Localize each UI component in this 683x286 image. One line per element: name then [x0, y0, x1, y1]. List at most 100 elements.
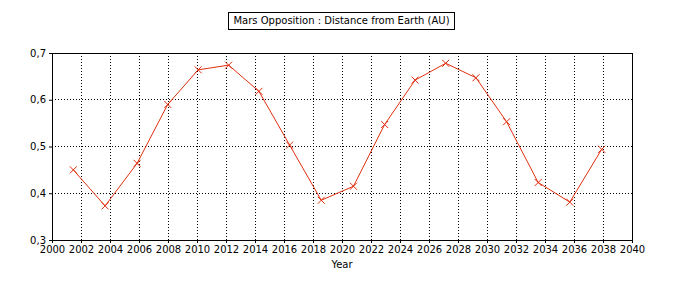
tick-mark	[545, 240, 546, 243]
axis-line	[53, 241, 633, 244]
chart: 2000200220042006200820102012201420162018…	[0, 0, 683, 286]
plot-frame	[52, 53, 632, 240]
tick: 2012	[214, 240, 239, 255]
tick-mark	[49, 53, 52, 54]
tick-mark	[49, 193, 52, 194]
marker	[255, 88, 262, 95]
tick-mark	[458, 240, 459, 243]
marker	[350, 183, 357, 190]
tick: 2004	[98, 240, 123, 255]
title-box: Mars Opposition : Distance from Earth (A…	[229, 13, 455, 30]
tick-mark	[49, 100, 52, 101]
tick-mark	[226, 240, 227, 243]
tick-label: 2026	[417, 244, 442, 255]
marker	[164, 101, 171, 108]
tick: 0,7	[30, 48, 52, 59]
tick: 2024	[388, 240, 413, 255]
tick-mark	[139, 240, 140, 243]
marker	[134, 160, 141, 167]
tick-label: 0,4	[30, 188, 46, 199]
marker	[70, 166, 77, 173]
tick: 2034	[533, 240, 558, 255]
tick-mark	[197, 240, 198, 243]
tick-mark	[168, 240, 169, 243]
tick-mark	[429, 240, 430, 243]
grid-line	[516, 53, 517, 240]
tick-label: 2018	[301, 244, 326, 255]
tick: 2002	[69, 240, 94, 255]
tick: 2032	[504, 240, 529, 255]
tick-mark	[81, 240, 82, 243]
tick-mark	[255, 240, 256, 243]
tick: 0,5	[30, 141, 52, 152]
tick-label: 0,5	[30, 141, 46, 152]
tick-mark	[516, 240, 517, 243]
tick-label: 2012	[214, 244, 239, 255]
tick-mark	[313, 240, 314, 243]
tick-mark	[110, 240, 111, 243]
grid-line	[52, 146, 632, 147]
tick: 2018	[301, 240, 326, 255]
tick-label: 2036	[562, 244, 587, 255]
tick: 2022	[359, 240, 384, 255]
marker	[598, 146, 605, 153]
grid-line	[52, 99, 632, 100]
tick-label: 0,7	[30, 48, 46, 59]
tick-label: 2010	[185, 244, 210, 255]
tick-mark	[632, 240, 633, 243]
tick-mark	[371, 240, 372, 243]
marker	[318, 197, 325, 204]
tick-label: 2014	[243, 244, 268, 255]
marker	[412, 77, 419, 84]
tick: 2006	[127, 240, 152, 255]
tick-label: 2030	[475, 244, 500, 255]
tick: 2036	[562, 240, 587, 255]
grid-line	[429, 53, 430, 240]
tick-label: 2006	[127, 244, 152, 255]
tick: 0,4	[30, 188, 52, 199]
tick-label: 2032	[504, 244, 529, 255]
title: Mars Opposition : Distance from Earth (A…	[233, 15, 449, 26]
tick-mark	[400, 240, 401, 243]
marker	[195, 66, 202, 73]
tick-label: 2020	[330, 244, 355, 255]
tick-mark	[49, 240, 52, 241]
tick-label: 0,6	[30, 94, 46, 105]
tick: 2030	[475, 240, 500, 255]
tick-label: 2034	[533, 244, 558, 255]
tick: 2040	[620, 240, 645, 255]
marker	[225, 62, 232, 69]
tick-label: 2004	[98, 244, 123, 255]
tick: 2028	[446, 240, 471, 255]
tick: 2008	[156, 240, 181, 255]
tick: 2016	[272, 240, 297, 255]
tick: 2020	[330, 240, 355, 255]
marker	[503, 118, 510, 125]
tick-label: 2040	[620, 244, 645, 255]
tick-mark	[49, 147, 52, 148]
tick-mark	[284, 240, 285, 243]
marker	[286, 142, 293, 149]
grid-line	[52, 193, 632, 194]
tick-label: 2016	[272, 244, 297, 255]
series-line	[73, 63, 601, 206]
grid-line	[81, 53, 82, 240]
tick-mark	[574, 240, 575, 243]
tick-label: 2028	[446, 244, 471, 255]
marker	[535, 179, 542, 186]
title-frame	[229, 13, 455, 30]
tick-label: 2024	[388, 244, 413, 255]
tick-label: 2002	[69, 244, 94, 255]
x-axis-title: Year	[330, 259, 353, 270]
marker	[442, 60, 449, 67]
tick: 2010	[185, 240, 210, 255]
tick-label: 2008	[156, 244, 181, 255]
marker	[381, 121, 388, 128]
marker	[472, 74, 479, 81]
tick-mark	[342, 240, 343, 243]
tick-mark	[487, 240, 488, 243]
marker	[566, 199, 573, 206]
grid	[52, 53, 632, 240]
tick-label: 2022	[359, 244, 384, 255]
tick-mark	[603, 240, 604, 243]
